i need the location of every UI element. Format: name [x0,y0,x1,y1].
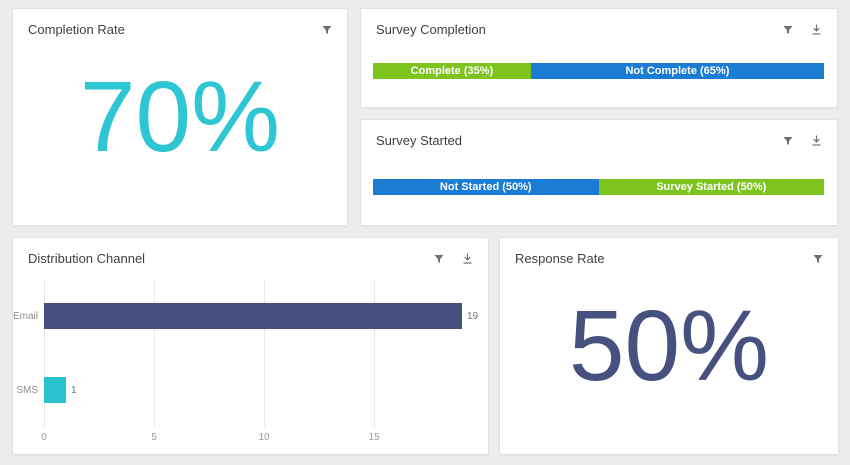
gridline [264,279,265,427]
x-tick-label: 5 [151,432,157,443]
card-actions [782,134,823,147]
completion-rate-card: Completion Rate 70% [12,8,348,226]
kpi-container: 70% [13,9,347,225]
gridline [154,279,155,427]
card-actions [782,23,823,36]
card-actions [321,24,333,36]
survey-completion-card: Survey Completion Complete (35%) Not Comp… [360,8,838,108]
card-header: Survey Started [361,120,837,148]
response-rate-card: Response Rate 50% [499,237,839,455]
x-tick-label: 10 [258,432,270,443]
card-header: Completion Rate [13,9,347,37]
bar-sms [44,377,66,403]
completion-rate-value: 70% [79,61,281,173]
gridline [374,279,375,427]
download-icon[interactable] [461,252,474,265]
card-title: Distribution Channel [28,251,146,266]
filter-icon[interactable] [782,135,794,147]
x-tick-label: 0 [41,432,47,443]
card-title: Response Rate [515,251,605,266]
survey-completion-chart: Complete (35%) Not Complete (65%) [373,63,824,79]
card-header: Distribution Channel [13,238,488,266]
stacked-bar-segment-not-started: Not Started (50%) [373,179,599,195]
filter-icon[interactable] [812,253,824,265]
card-header: Survey Completion [361,9,837,37]
chart-row-email: Email 19 [13,279,478,353]
filter-icon[interactable] [321,24,333,36]
card-title: Survey Completion [376,22,486,37]
distribution-channel-card: Distribution Channel Email 19 SMS 1 0 5 10 15 [12,237,489,455]
card-actions [433,252,474,265]
category-label: Email [12,310,38,322]
plot-area: Email 19 SMS 1 [13,279,478,427]
survey-started-card: Survey Started Not Started (50%) Survey S… [360,119,838,226]
bar-email [44,303,462,329]
filter-icon[interactable] [782,24,794,36]
category-label: SMS [16,384,38,396]
card-title: Survey Started [376,133,462,148]
download-icon[interactable] [810,23,823,36]
filter-icon[interactable] [433,253,445,265]
chart-row-sms: SMS 1 [16,353,473,427]
response-rate-value: 50% [568,290,770,402]
stacked-bar-segment-survey-started: Survey Started (50%) [598,179,824,195]
card-title: Completion Rate [28,22,125,37]
distribution-channel-chart: Email 19 SMS 1 0 5 10 15 [13,279,478,448]
gridline [44,279,45,427]
x-axis: 0 5 10 15 [41,430,473,448]
card-header: Response Rate [500,238,838,266]
value-label: 1 [71,384,77,396]
value-label: 19 [467,310,479,322]
kpi-container: 50% [500,238,838,454]
stacked-bar-segment-not-complete: Not Complete (65%) [530,63,824,79]
card-actions [812,253,824,265]
stacked-bar-segment-complete: Complete (35%) [373,63,531,79]
survey-started-chart: Not Started (50%) Survey Started (50%) [373,179,824,195]
x-tick-label: 15 [368,432,380,443]
download-icon[interactable] [810,134,823,147]
